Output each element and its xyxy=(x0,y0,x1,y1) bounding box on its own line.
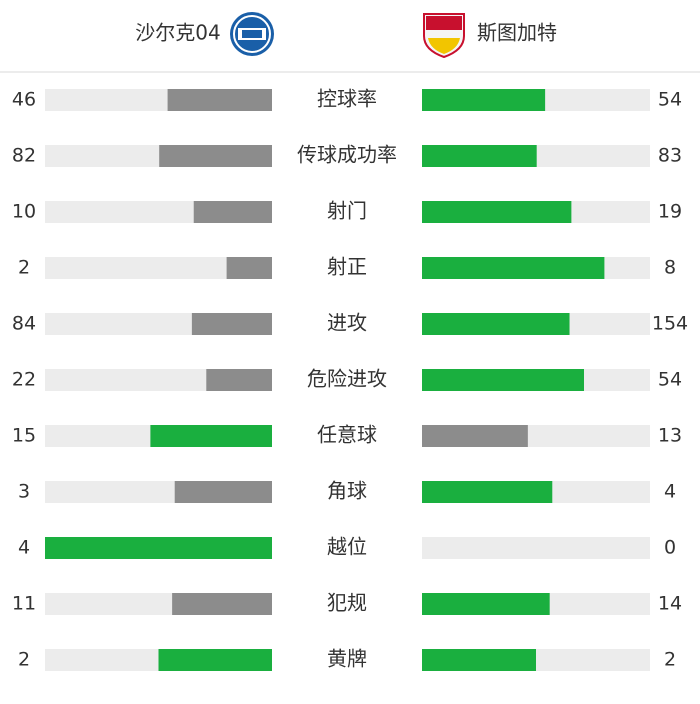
away-bar xyxy=(422,201,572,223)
away-bar xyxy=(422,425,528,447)
home-team-logo xyxy=(230,12,274,56)
home-value: 10 xyxy=(12,201,36,223)
home-bar xyxy=(167,89,272,111)
away-value: 83 xyxy=(658,145,682,167)
home-value: 84 xyxy=(12,313,36,335)
stat-label: 黄牌 xyxy=(327,647,367,671)
home-bar xyxy=(150,425,272,447)
stat-label: 控球率 xyxy=(317,87,377,111)
stat-label: 射正 xyxy=(327,255,367,279)
stat-label: 越位 xyxy=(327,535,367,559)
away-value: 4 xyxy=(664,481,676,503)
away-bar xyxy=(422,257,605,279)
away-team-logo xyxy=(423,13,465,59)
home-bar xyxy=(45,537,272,559)
home-bar xyxy=(206,369,272,391)
away-value: 54 xyxy=(658,369,682,391)
stat-label: 危险进攻 xyxy=(307,367,387,391)
away-track xyxy=(422,537,650,559)
away-bar xyxy=(422,145,537,167)
away-bar xyxy=(422,649,536,671)
home-value: 2 xyxy=(18,257,30,279)
home-bar xyxy=(158,649,272,671)
home-bar xyxy=(226,257,272,279)
away-value: 0 xyxy=(664,537,676,559)
away-bar xyxy=(422,481,553,503)
away-bar xyxy=(422,593,550,615)
away-value: 14 xyxy=(658,593,682,615)
away-team-name: 斯图加特 xyxy=(477,21,557,45)
home-value: 11 xyxy=(12,593,36,615)
stat-label: 射门 xyxy=(327,199,367,223)
home-value: 82 xyxy=(12,145,36,167)
home-value: 2 xyxy=(18,649,30,671)
stat-label: 任意球 xyxy=(317,423,377,447)
home-value: 46 xyxy=(12,89,36,111)
away-value: 2 xyxy=(664,649,676,671)
away-value: 13 xyxy=(658,425,682,447)
home-bar xyxy=(193,201,272,223)
stat-label: 传球成功率 xyxy=(297,143,397,167)
home-value: 3 xyxy=(18,481,30,503)
home-bar xyxy=(191,313,272,335)
away-value: 54 xyxy=(658,89,682,111)
away-bar xyxy=(422,313,570,335)
away-value: 8 xyxy=(664,257,676,279)
away-value: 19 xyxy=(658,201,682,223)
stat-label: 角球 xyxy=(327,479,367,503)
home-bar xyxy=(159,145,272,167)
home-value: 4 xyxy=(18,537,30,559)
stat-label: 进攻 xyxy=(327,311,367,335)
home-track xyxy=(45,257,272,279)
home-value: 15 xyxy=(12,425,36,447)
home-bar xyxy=(172,593,272,615)
away-value: 154 xyxy=(652,313,688,335)
home-bar xyxy=(174,481,272,503)
stat-label: 犯规 xyxy=(327,591,367,615)
away-bar xyxy=(422,369,584,391)
home-value: 22 xyxy=(12,369,36,391)
away-bar xyxy=(422,89,546,111)
home-team-name: 沙尔克04 xyxy=(135,21,220,45)
